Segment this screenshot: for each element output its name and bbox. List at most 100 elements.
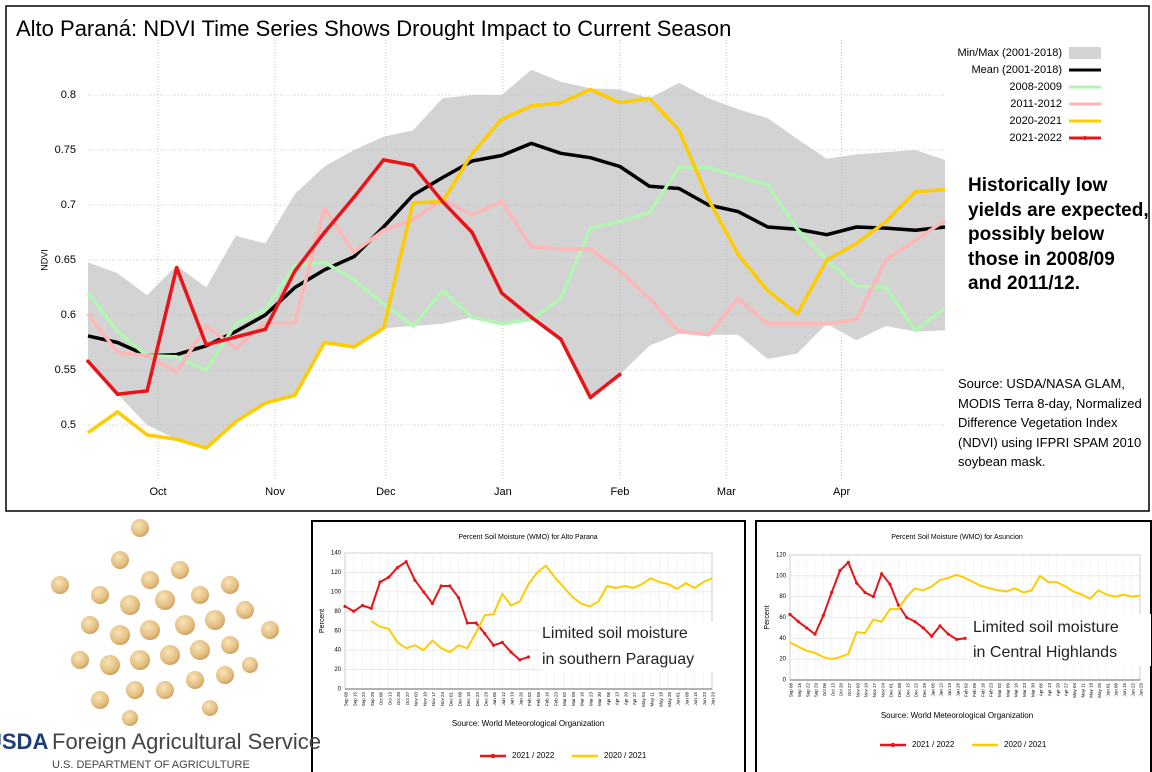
point-marker (938, 624, 942, 628)
point-marker (871, 595, 875, 599)
y-tick-label: 40 (779, 636, 786, 642)
point-marker (430, 601, 434, 606)
x-tick-label: Dec 29 (922, 683, 927, 698)
point-marker (352, 195, 356, 200)
point-marker (456, 596, 461, 600)
y-tick-label: 0.5 (61, 419, 76, 431)
point-marker (863, 590, 867, 595)
chart-title: Percent Soil Moisture (WMO) for Asuncion (891, 534, 1023, 541)
x-tick-label: May 25 (1097, 683, 1102, 698)
main-frame (5, 5, 1150, 512)
x-tick-label: Jun 08 (1114, 683, 1119, 697)
series-line (789, 561, 966, 641)
point-marker (387, 575, 391, 579)
x-tick-label: Dec 29 (483, 692, 488, 707)
chart-title: Alto Paraná: NDVI Time Series Shows Drou… (16, 16, 731, 41)
legend-label: 2021 / 2022 (912, 740, 955, 749)
x-tick-label: Jun 01 (1105, 683, 1110, 697)
x-tick-label: Oct 13 (830, 683, 835, 697)
point-marker (491, 643, 496, 647)
y-tick-label: 0.75 (55, 144, 76, 156)
x-tick-label: Nov 03 (414, 692, 419, 707)
x-tick-label: Jun 22 (702, 692, 707, 706)
y-axis-label: Percent (764, 605, 771, 629)
x-tick-label: Nov 17 (872, 683, 877, 698)
point-marker (921, 626, 925, 630)
x-tick-label: Nov (265, 486, 285, 498)
point-marker (880, 572, 884, 576)
point-marker (846, 560, 850, 564)
x-tick-label: Apr 27 (1064, 683, 1069, 697)
annotation: Historically low yields are expected, po… (968, 175, 1149, 294)
x-tick-label: Mar 09 (571, 692, 576, 707)
x-tick-label: Oct 27 (405, 692, 410, 706)
x-tick-label: Jun 29 (711, 692, 716, 706)
x-tick-label: Feb 09 (536, 692, 541, 707)
point-marker (440, 199, 445, 204)
point-marker (888, 582, 892, 586)
legend-label: 2011-2012 (1010, 98, 1062, 110)
annotation: Limited soil moisture (542, 625, 688, 642)
series-line (344, 560, 529, 661)
y-tick-label: 140 (331, 551, 342, 557)
point-marker (509, 650, 513, 654)
y-tick-label: 80 (334, 609, 341, 615)
x-tick-label: Apr 27 (632, 692, 637, 706)
x-tick-label: Feb 23 (989, 683, 994, 698)
y-tick-label: 0.8 (61, 89, 76, 101)
annotation-background (540, 622, 726, 672)
x-tick-label: Nov 24 (440, 692, 445, 707)
point-marker (411, 163, 415, 168)
y-tick-label: 60 (334, 628, 341, 634)
point-marker (322, 230, 327, 235)
point-marker (86, 359, 90, 364)
point-marker (369, 606, 373, 610)
point-marker (448, 584, 452, 588)
y-tick-label: 120 (331, 570, 342, 576)
logo-department: U.S. DEPARTMENT OF AGRICULTURE (52, 759, 250, 771)
point-marker (233, 335, 238, 339)
point-marker (360, 603, 365, 608)
point-marker (465, 621, 469, 625)
x-tick-label: Dec 08 (457, 692, 462, 707)
point-marker (115, 392, 120, 397)
legend-label: 2021 / 2022 (512, 751, 555, 760)
point-marker (813, 632, 817, 636)
x-tick-label: Feb 02 (964, 683, 969, 698)
soybeans (51, 519, 279, 726)
point-marker (838, 569, 842, 573)
point-marker (474, 621, 478, 625)
x-tick-label: Apr 20 (1055, 683, 1060, 697)
y-tick-label: 100 (776, 573, 787, 579)
x-tick-label: Feb 02 (527, 692, 532, 707)
x-tick-label: Apr 20 (623, 692, 628, 706)
x-tick-label: Mar 16 (1014, 683, 1019, 698)
point-marker (821, 613, 825, 618)
x-tick-label: Mar 09 (1005, 683, 1010, 698)
x-tick-label: Apr 13 (1047, 683, 1052, 697)
x-tick-label: Jan (494, 486, 512, 498)
x-tick-label: Dec (376, 486, 396, 498)
point-marker (483, 632, 487, 636)
x-tick-label: Jan 26 (955, 683, 960, 697)
x-tick-label: Jun 22 (1130, 683, 1135, 697)
y-tick-label: 0.7 (61, 199, 76, 211)
x-tick-label: Mar 23 (588, 692, 593, 707)
x-tick-label: Nov 17 (431, 692, 436, 707)
x-tick-label: Nov 10 (422, 692, 427, 707)
annotation: Limited soil moisture (973, 619, 1119, 636)
x-tick-label: May 18 (1089, 683, 1094, 698)
point-marker (145, 389, 149, 393)
x-tick-label: Feb 09 (972, 683, 977, 698)
legend-marker (490, 753, 496, 759)
logo-mark: USDA (0, 729, 48, 754)
y-tick-label: 40 (334, 648, 341, 654)
x-tick-label: Apr 06 (606, 692, 611, 706)
point-marker (796, 620, 800, 624)
legend-swatch (1069, 47, 1101, 59)
x-tick-label: May 04 (641, 692, 646, 707)
point-marker (896, 603, 900, 607)
point-marker (963, 636, 967, 640)
